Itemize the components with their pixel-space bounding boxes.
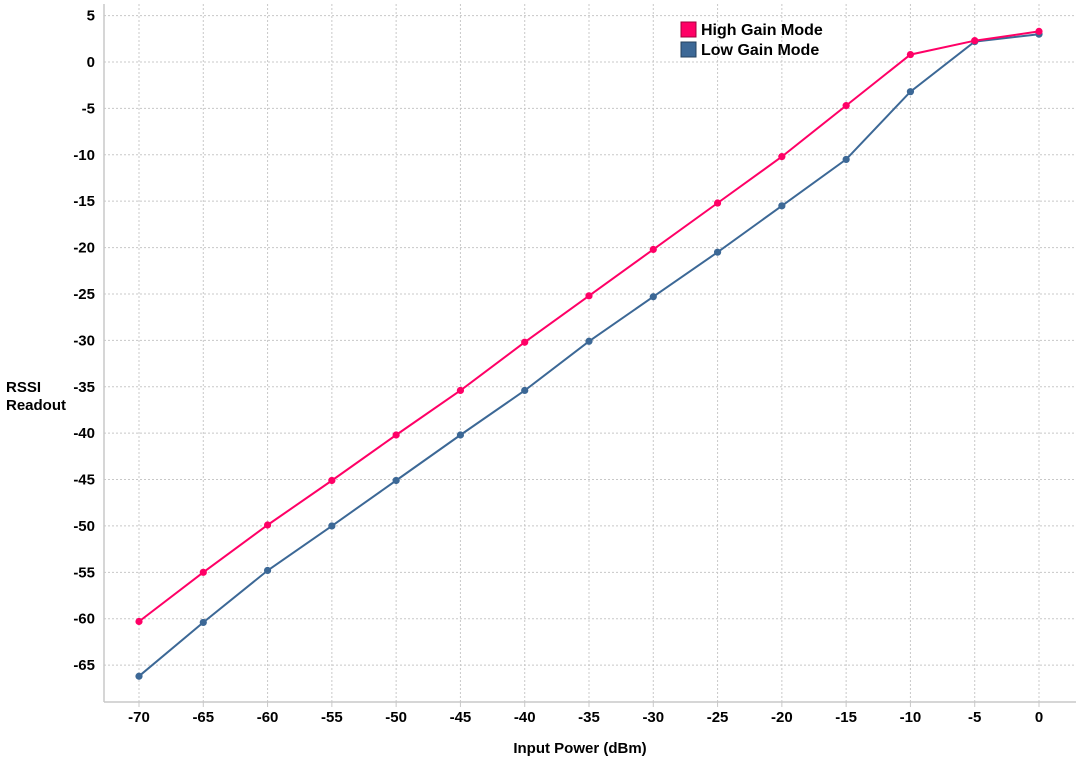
data-point-marker[interactable] bbox=[713, 248, 722, 256]
data-point-marker[interactable] bbox=[392, 431, 400, 439]
y-tick-label: -55 bbox=[73, 564, 95, 581]
x-tick-label: -40 bbox=[514, 709, 536, 726]
y-axis-title-line2: Readout bbox=[6, 397, 66, 414]
y-tick-label: -50 bbox=[73, 518, 95, 535]
data-point-marker[interactable] bbox=[392, 476, 400, 485]
y-tick-label: 5 bbox=[87, 8, 95, 25]
gridlines bbox=[104, 4, 1076, 707]
x-tick-label: -50 bbox=[385, 709, 407, 726]
y-axis-title-line1: RSSI bbox=[6, 379, 41, 396]
x-tick-label: -65 bbox=[192, 709, 214, 726]
x-tick-label: -25 bbox=[707, 709, 729, 726]
y-tick-label: -5 bbox=[82, 100, 95, 117]
data-point-marker[interactable] bbox=[906, 88, 915, 96]
x-tick-label: -35 bbox=[578, 709, 600, 726]
x-tick-label: -60 bbox=[257, 709, 279, 726]
data-point-marker[interactable] bbox=[649, 245, 657, 254]
data-point-marker[interactable] bbox=[328, 476, 336, 485]
x-axis-tick-labels: -70 -65 -60 -55 -50 -45 -40 -35 -30 -25 -20 -15 -10-… bbox=[128, 709, 1043, 726]
data-point-marker[interactable] bbox=[585, 292, 593, 300]
data-point-marker[interactable] bbox=[585, 337, 593, 345]
series-low-gain-mode bbox=[135, 30, 1043, 680]
data-point-marker[interactable] bbox=[778, 202, 786, 210]
data-point-marker[interactable] bbox=[263, 566, 272, 575]
y-tick-label: -35 bbox=[73, 379, 95, 396]
y-axis-tick-labels: 5 0 -5 -10 -15 -20 -25 -30 -35 -40 -45 -50 -55 -60 -65 bbox=[73, 8, 95, 674]
data-point-marker[interactable] bbox=[1035, 27, 1043, 35]
data-series bbox=[135, 27, 1043, 680]
y-tick-label: -25 bbox=[73, 286, 95, 303]
y-tick-label: -15 bbox=[73, 193, 95, 210]
data-point-marker[interactable] bbox=[778, 153, 786, 161]
x-tick-label: -15 bbox=[835, 709, 857, 726]
data-point-marker[interactable] bbox=[521, 386, 529, 395]
axes bbox=[103, 4, 1076, 703]
data-point-marker[interactable] bbox=[263, 521, 272, 529]
data-point-marker[interactable] bbox=[649, 293, 657, 301]
y-tick-label: -10 bbox=[73, 147, 95, 164]
y-tick-label: -20 bbox=[73, 240, 95, 257]
data-point-marker[interactable] bbox=[842, 102, 850, 110]
legend-swatch-high-gain bbox=[680, 21, 697, 38]
data-point-marker[interactable] bbox=[135, 672, 143, 680]
legend-label-high-gain: High Gain Mode bbox=[701, 22, 823, 39]
x-axis-title: Input Power (dBm) bbox=[513, 740, 646, 757]
legend-item-low-gain[interactable]: Low Gain Mode bbox=[680, 41, 819, 59]
data-point-marker[interactable] bbox=[328, 522, 336, 530]
legend: High Gain Mode Low Gain Mode bbox=[680, 21, 823, 59]
legend-item-high-gain[interactable]: High Gain Mode bbox=[680, 21, 823, 39]
data-point-marker[interactable] bbox=[456, 386, 465, 395]
x-tick-label: -5 bbox=[968, 709, 981, 726]
data-point-marker[interactable] bbox=[971, 37, 979, 45]
y-tick-label: -40 bbox=[73, 425, 95, 442]
y-tick-label: -60 bbox=[73, 611, 95, 628]
y-tick-label: 0 bbox=[87, 54, 95, 71]
x-tick-label: -70 bbox=[128, 709, 150, 726]
x-tick-label: -10 bbox=[900, 709, 922, 726]
x-tick-label: -45 bbox=[450, 709, 472, 726]
x-tick-label: -55 bbox=[321, 709, 343, 726]
data-point-marker[interactable] bbox=[135, 617, 143, 626]
x-tick-label: -30 bbox=[642, 709, 664, 726]
x-tick-label: -20 bbox=[771, 709, 793, 726]
y-tick-label: -30 bbox=[73, 332, 95, 349]
data-point-marker[interactable] bbox=[199, 568, 207, 576]
data-point-marker[interactable] bbox=[521, 338, 529, 346]
data-point-marker[interactable] bbox=[199, 618, 207, 627]
data-point-marker[interactable] bbox=[713, 199, 722, 207]
y-tick-label: -45 bbox=[73, 472, 95, 489]
data-point-marker[interactable] bbox=[906, 50, 915, 59]
series-line bbox=[138, 33, 1040, 677]
legend-swatch-low-gain bbox=[680, 41, 697, 58]
legend-label-low-gain: Low Gain Mode bbox=[701, 42, 819, 59]
y-tick-label: -65 bbox=[73, 657, 95, 674]
data-point-marker[interactable] bbox=[842, 155, 850, 164]
x-tick-label: 0 bbox=[1035, 709, 1043, 726]
data-point-marker[interactable] bbox=[456, 431, 465, 439]
series-high-gain-mode bbox=[135, 27, 1043, 626]
